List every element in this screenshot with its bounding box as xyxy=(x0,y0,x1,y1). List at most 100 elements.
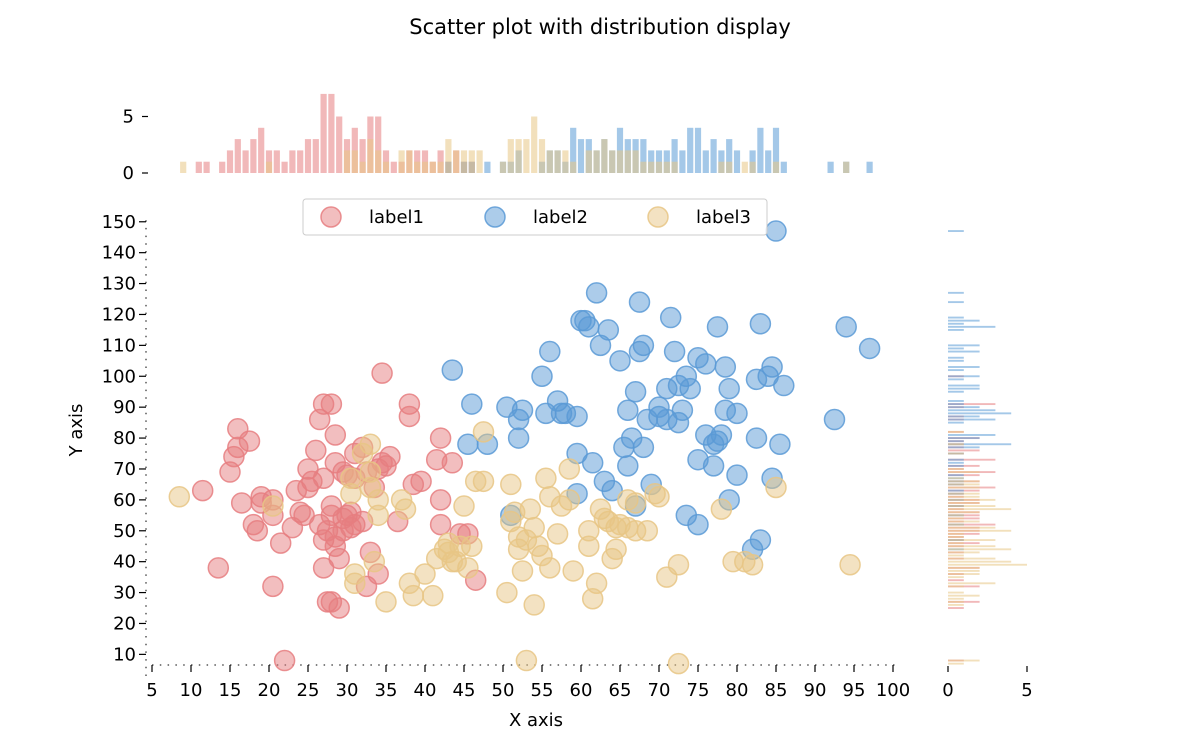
y-tick-label: 120 xyxy=(102,304,136,325)
top-hist-bar-label3 xyxy=(593,150,600,173)
right-hist-bar-label3 xyxy=(948,520,980,523)
right-hist-bar-label2 xyxy=(948,440,964,443)
top-hist-bar-label1 xyxy=(328,93,335,173)
right-hist-bar-label3 xyxy=(948,585,964,588)
right-hist-bar-label2 xyxy=(948,356,964,359)
y-tick-label: 20 xyxy=(113,613,136,634)
right-hist-bar-label2 xyxy=(948,421,964,424)
scatter-point-label1 xyxy=(324,424,347,446)
scatter-point-label3 xyxy=(539,557,561,579)
right-hist-bar-label3 xyxy=(948,492,980,495)
scatter-point-label3 xyxy=(523,516,545,539)
scatter-point-label2 xyxy=(671,399,694,422)
right-hist-bar-label3 xyxy=(948,600,964,603)
top-hist-bar-label2 xyxy=(640,139,647,173)
scatter-point-label3 xyxy=(394,498,417,520)
x-tick-label: 50 xyxy=(492,680,515,701)
right-hist-bar-label3 xyxy=(948,532,964,535)
top-hist-bar-label3 xyxy=(406,150,413,173)
right-hist-bar-label2 xyxy=(948,347,964,350)
right-hist-bar-label2 xyxy=(948,474,964,477)
scatter-point-label3 xyxy=(472,470,495,493)
scatter-point-label2 xyxy=(710,424,733,446)
scatter-point-label2 xyxy=(531,365,553,388)
top-hist-bar-label3 xyxy=(180,161,187,173)
top-hist-bar-label3 xyxy=(421,161,429,173)
right-hist-bar-label2 xyxy=(948,301,964,304)
right-hist-bar-label3 xyxy=(948,557,996,560)
scatter-point-label1 xyxy=(320,393,343,415)
right-hist-bar-label2 xyxy=(948,403,964,406)
scatter-point-label2 xyxy=(706,316,729,338)
top-hist-bar-label3 xyxy=(523,139,530,173)
right-hist-bar-label2 xyxy=(948,384,980,387)
right-hist-bar-label3 xyxy=(948,517,964,520)
top-hist-bar-label1 xyxy=(289,150,296,173)
top-hist-bar-label1 xyxy=(304,139,312,173)
scatter-point-label3 xyxy=(839,554,861,576)
right-hist-bar-label2 xyxy=(948,387,980,390)
right-hist-bar-label2 xyxy=(948,390,964,393)
top-hist-bar-label1 xyxy=(195,161,202,173)
right-hist-bar-label3 xyxy=(948,486,980,489)
right-hist-bar-label3 xyxy=(948,430,964,433)
top-hist-bar-label1 xyxy=(320,93,327,173)
top-hist-bar-label3 xyxy=(601,139,608,173)
top-hist-bar-label3 xyxy=(515,139,522,173)
scatter-point-label3 xyxy=(624,492,647,514)
scatter-point-label3 xyxy=(558,489,581,511)
scatter-point-label3 xyxy=(422,584,444,607)
right-hist-bar-label3 xyxy=(948,523,964,526)
x-tick-label: 100 xyxy=(876,680,910,701)
scatter-points xyxy=(168,220,881,675)
legend-frame xyxy=(302,198,768,236)
right-hist-bar-label2 xyxy=(948,461,964,464)
scatter-point-label1 xyxy=(262,575,284,598)
top-hist-bar-label3 xyxy=(671,161,678,173)
top-hist-bar-label1 xyxy=(359,139,366,173)
right-hist-tick-label: 0 xyxy=(942,680,953,701)
top-hist-bar-label3 xyxy=(437,161,444,173)
right-hist-bar-label3 xyxy=(948,569,980,572)
scatter-point-label2 xyxy=(581,452,604,474)
top-hist-bar-label3 xyxy=(585,150,592,173)
top-hist-bar-label3 xyxy=(429,161,436,173)
scatter-point-label2 xyxy=(628,291,651,313)
scatter-point-label1 xyxy=(305,439,327,462)
scatter-point-label3 xyxy=(402,584,425,607)
right-hist-bar-label2 xyxy=(948,418,996,421)
right-hist-bar-label3 xyxy=(948,573,980,575)
top-hist-bar-label3 xyxy=(718,161,725,173)
right-hist-bar-label2 xyxy=(948,458,964,461)
scatter-point-label2 xyxy=(761,356,783,378)
right-hist-bar-label3 xyxy=(948,597,964,600)
top-hist-bar-label3 xyxy=(655,161,663,173)
scatter-point-label1 xyxy=(429,513,452,536)
legend[interactable]: label1 label2 label3 xyxy=(302,198,768,236)
scatter-point-label3 xyxy=(667,652,690,675)
scatter-point-label2 xyxy=(749,312,772,335)
scatter-point-label3 xyxy=(667,554,690,576)
scatter-point-label2 xyxy=(511,399,534,422)
top-hist-bar-label3 xyxy=(538,139,546,173)
top-hist-bar-label3 xyxy=(546,150,553,173)
scatter-point-label3 xyxy=(453,495,475,517)
top-hist-bar-label1 xyxy=(312,139,319,173)
top-hist-bar-label3 xyxy=(648,161,655,173)
top-hist-bar-label3 xyxy=(741,161,748,173)
top-hist-bar-label2 xyxy=(765,150,772,173)
scatter-point-label2 xyxy=(624,380,647,403)
right-hist-bar-label3 xyxy=(948,498,996,501)
right-hist-bar-label3 xyxy=(948,659,980,662)
scatter-point-label2 xyxy=(695,353,717,375)
scatter-point-label1 xyxy=(429,427,452,449)
scatter-point-label3 xyxy=(262,495,284,517)
scatter-point-label2 xyxy=(687,513,709,536)
scatter-point-label3 xyxy=(340,467,362,489)
scatter-point-label1 xyxy=(398,393,421,415)
right-hist-bar-label2 xyxy=(948,434,996,436)
scatter-point-label2 xyxy=(679,377,701,400)
x-tick-label: 25 xyxy=(297,680,320,701)
scatter-point-label3 xyxy=(375,591,397,613)
